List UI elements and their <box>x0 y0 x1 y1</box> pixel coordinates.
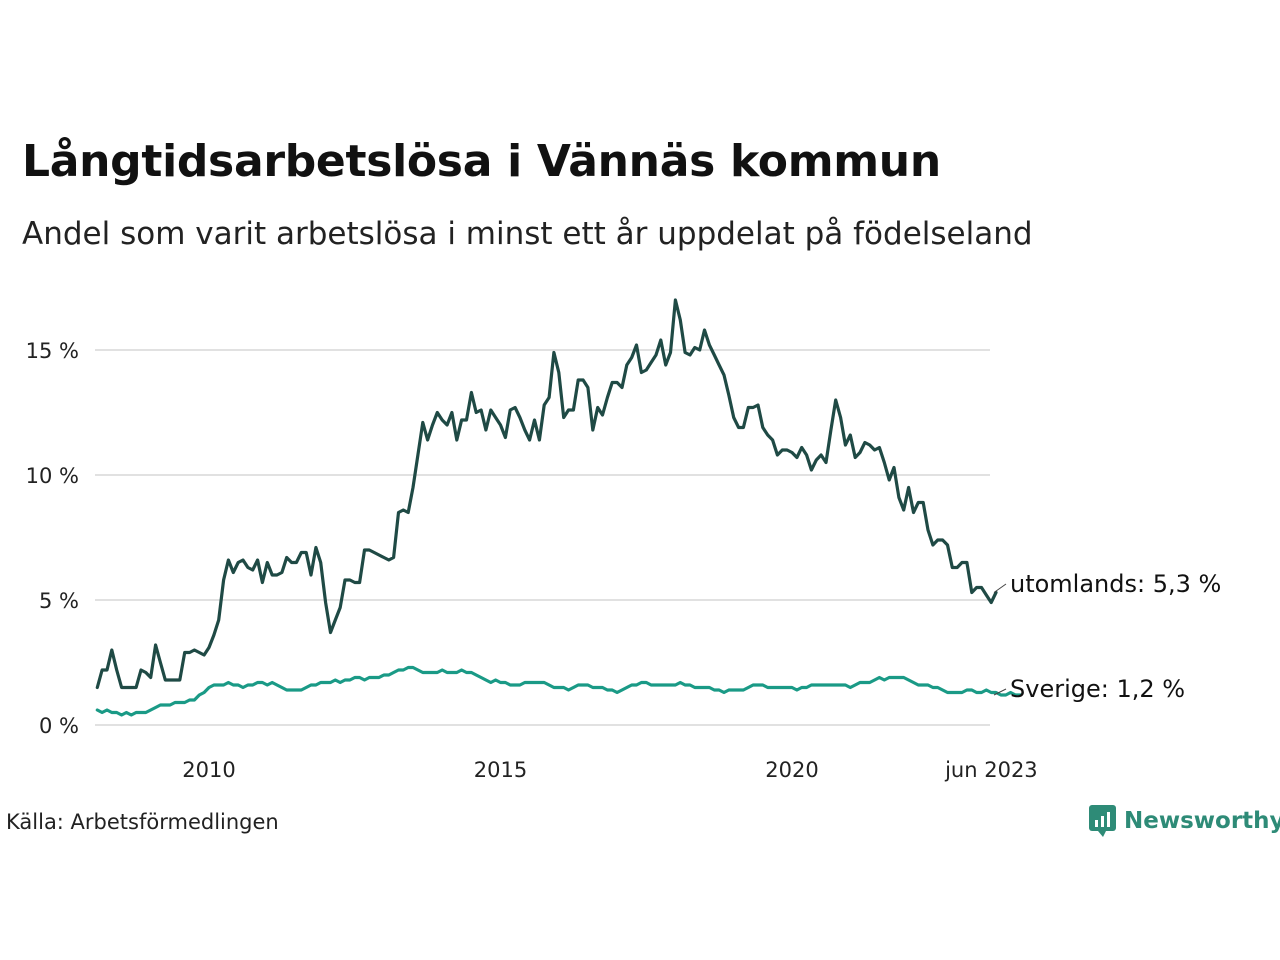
series-line-sverige <box>95 665 1022 717</box>
label-leader-line <box>993 688 1007 696</box>
y-tick-label: 0 % <box>39 714 79 738</box>
gridlines <box>95 349 990 726</box>
series-end-label: utomlands: 5,3 % <box>1010 570 1221 598</box>
x-tick-label: 2010 <box>182 758 235 782</box>
chart-subtitle: Andel som varit arbetslösa i minst ett å… <box>22 216 1033 252</box>
newsworthy-logo-icon <box>1089 805 1116 837</box>
label-leader-line <box>993 583 1007 593</box>
source-note: Källa: Arbetsförmedlingen <box>6 810 279 834</box>
logo-text: Newsworthy <box>1124 808 1280 834</box>
newsworthy-logo: Newsworthy <box>1088 804 1280 838</box>
y-axis-ticks: 0 % 5 % 10 % 15 % <box>26 339 79 738</box>
x-tick-label: 2020 <box>765 758 818 782</box>
x-tick-label: 2015 <box>474 758 527 782</box>
series-end-label: Sverige: 1,2 % <box>1010 675 1185 703</box>
series-end-labels: Sverige: 1,2 % utomlands: 5,3 % <box>993 570 1221 703</box>
y-tick-label: 15 % <box>26 339 79 363</box>
chart-title: Långtidsarbetslösa i Vännäs kommun <box>22 136 941 187</box>
series-line-utomlands <box>95 298 998 690</box>
x-axis-ticks: 2010 2015 2020 jun 2023 <box>182 758 1037 782</box>
series-lines <box>95 298 1022 717</box>
y-tick-label: 10 % <box>26 464 79 488</box>
y-tick-label: 5 % <box>39 589 79 613</box>
x-tick-label: jun 2023 <box>944 758 1038 782</box>
